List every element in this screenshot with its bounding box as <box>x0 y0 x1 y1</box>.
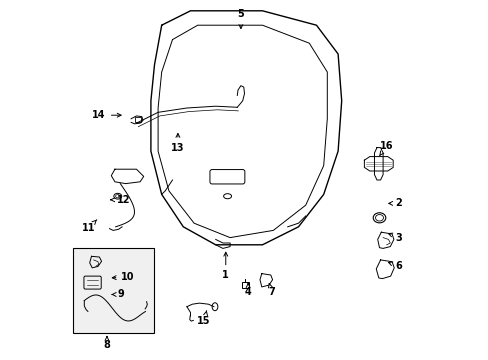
Text: 3: 3 <box>387 233 402 243</box>
Text: 8: 8 <box>103 337 110 350</box>
Text: 7: 7 <box>267 283 274 297</box>
Text: 9: 9 <box>112 289 124 300</box>
Bar <box>73 248 154 333</box>
Text: 10: 10 <box>112 272 135 282</box>
Text: 1: 1 <box>222 252 229 280</box>
Bar <box>134 117 141 122</box>
Text: 5: 5 <box>237 9 244 28</box>
Bar <box>241 282 248 288</box>
Text: 4: 4 <box>244 283 251 297</box>
Text: 15: 15 <box>197 311 210 326</box>
Text: 13: 13 <box>171 134 184 153</box>
Text: 2: 2 <box>388 198 402 208</box>
Text: 11: 11 <box>82 220 97 233</box>
Text: 12: 12 <box>110 195 130 205</box>
Text: 14: 14 <box>92 110 121 120</box>
Text: 6: 6 <box>387 261 402 271</box>
Text: 16: 16 <box>379 141 393 156</box>
